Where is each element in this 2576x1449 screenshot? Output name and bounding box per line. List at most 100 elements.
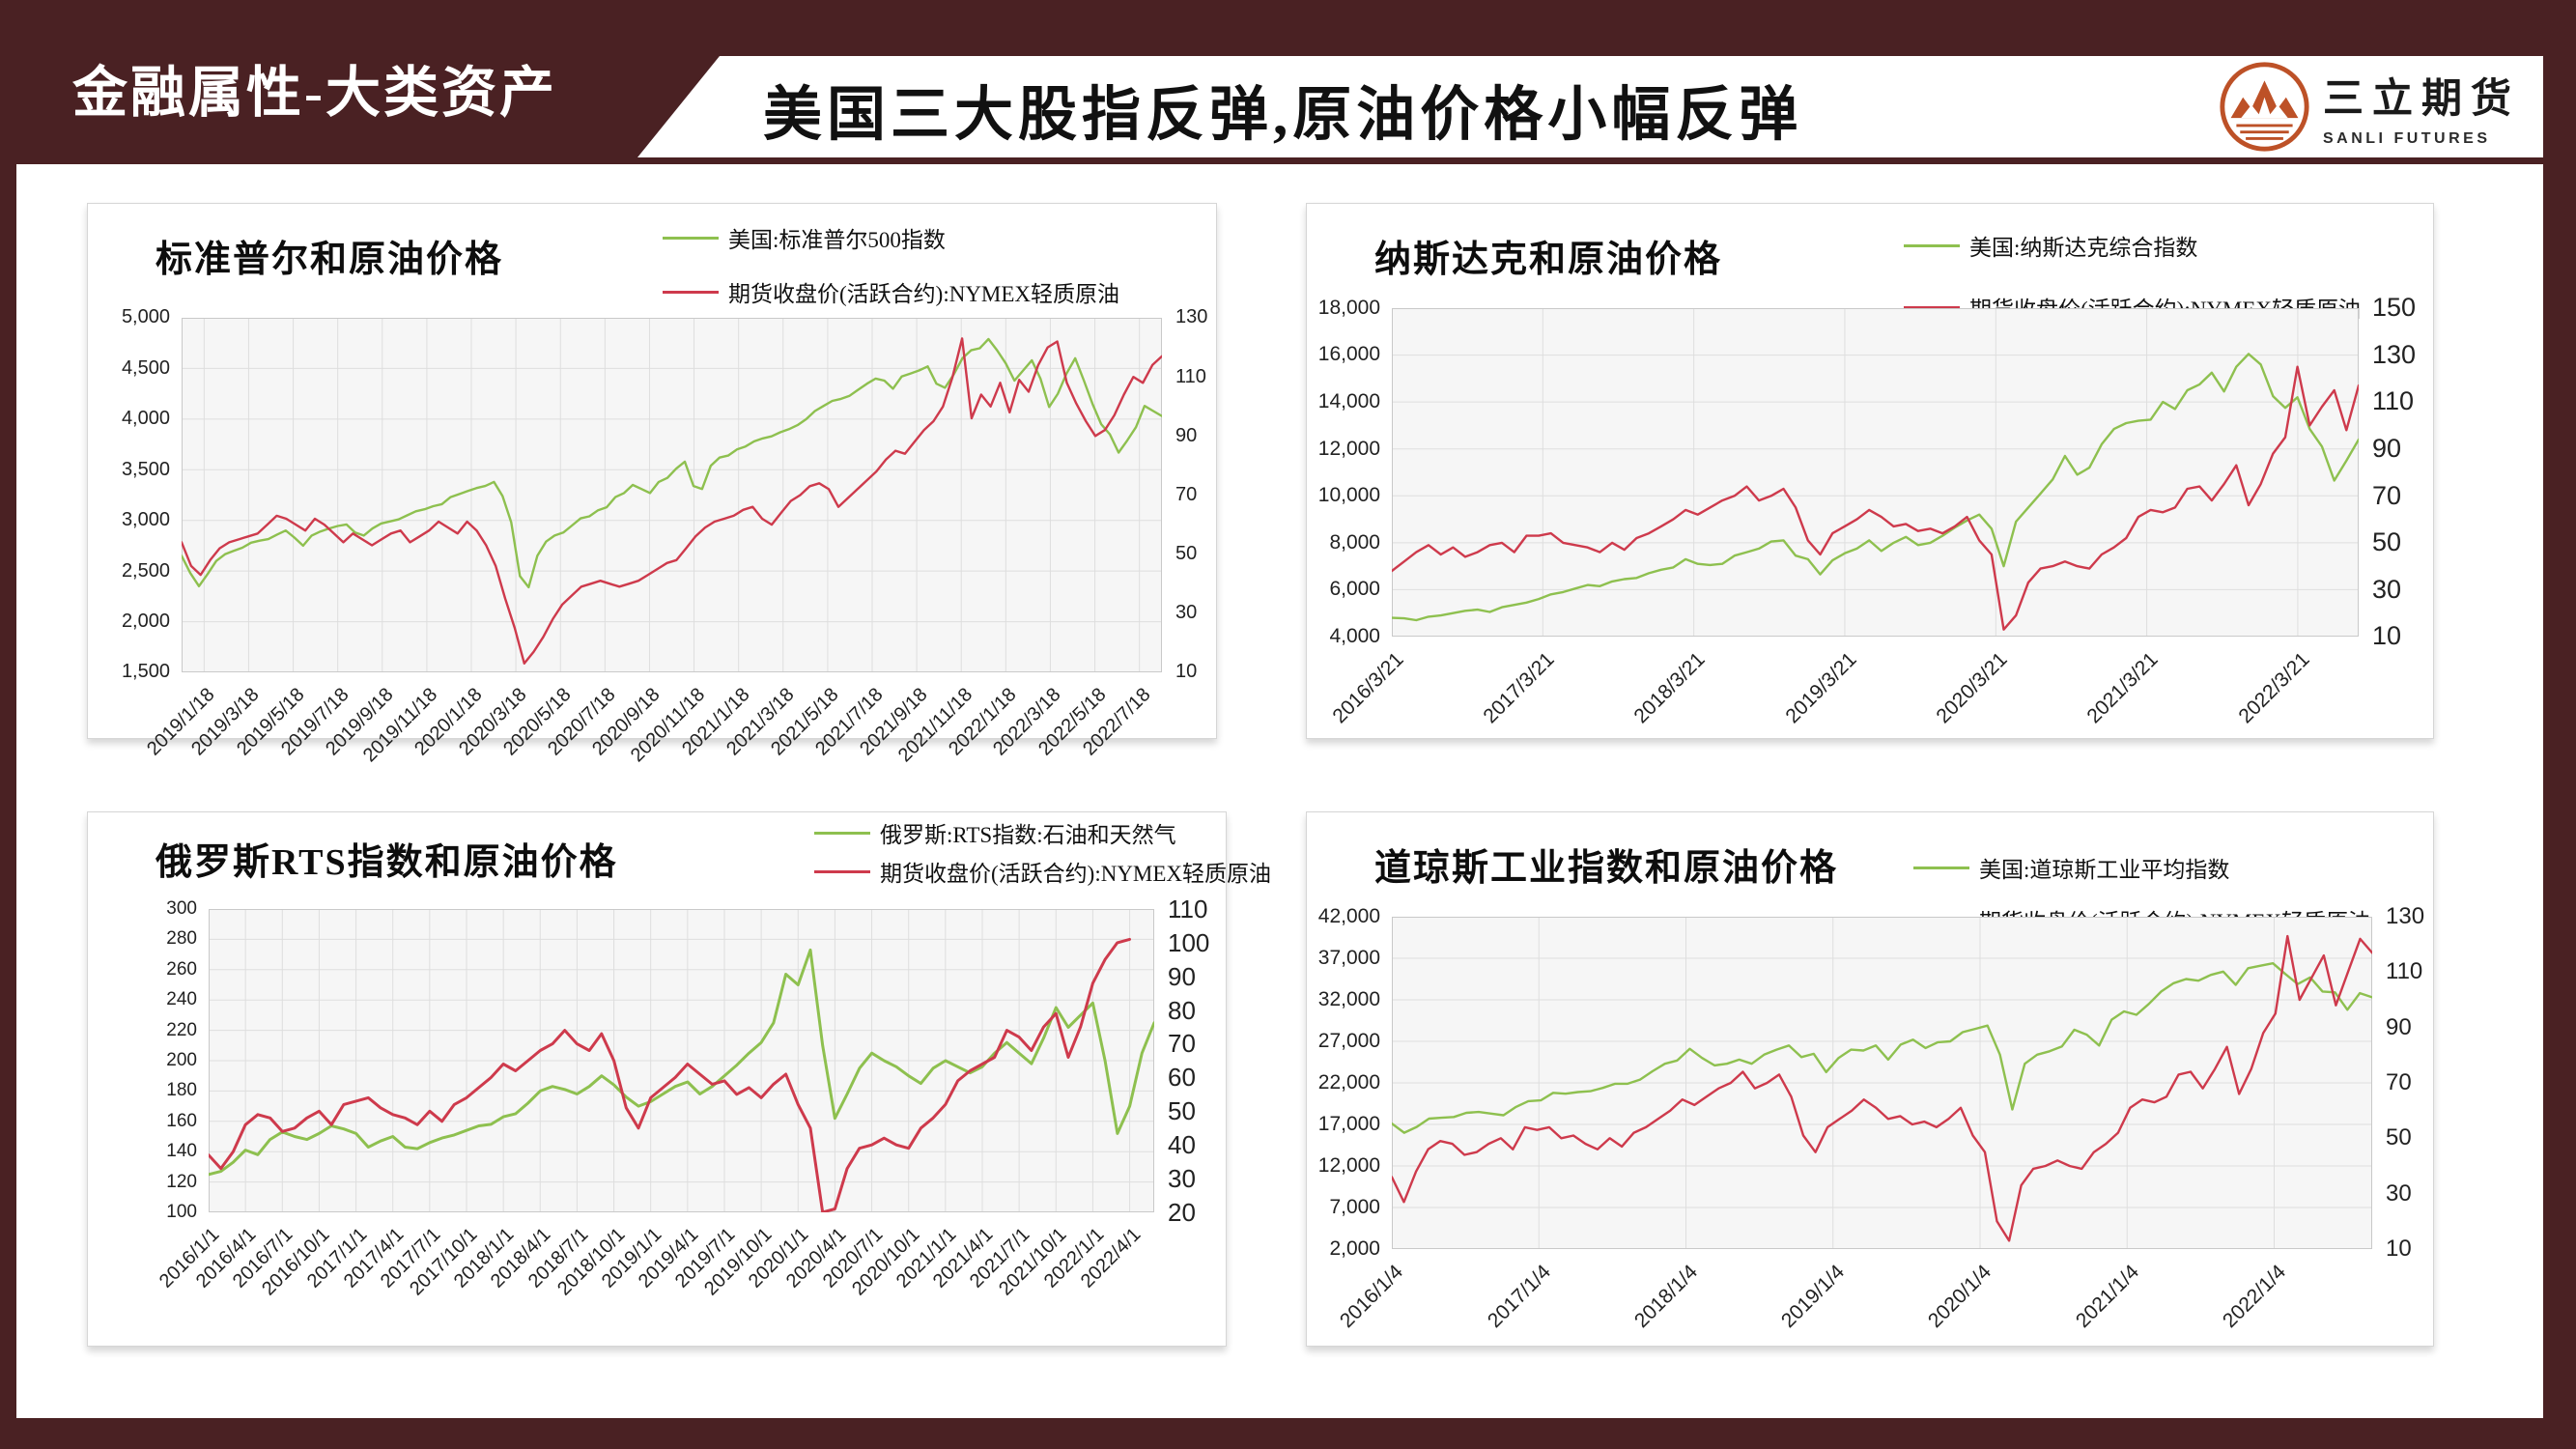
y-axis-tick-right: 90	[1175, 424, 1198, 446]
left-edge-strip	[0, 164, 16, 1449]
y-axis-tick-left: 18,000	[1317, 296, 1380, 319]
y-axis-tick-left: 8,000	[1329, 530, 1380, 554]
y-axis-tick-left: 4,000	[121, 408, 170, 430]
y-axis-tick-right: 110	[1175, 365, 1206, 387]
y-axis-tick-right: 50	[2386, 1124, 2412, 1151]
y-axis-tick-right: 100	[1168, 927, 1210, 957]
nymex-oil-line	[1392, 934, 2372, 1242]
plot-area	[182, 318, 1162, 672]
y-axis-tick-left: 260	[166, 958, 197, 980]
y-axis-tick-right: 90	[1168, 961, 1196, 991]
x-axis-tick: 2021/1/4	[2071, 1261, 2143, 1333]
legend-label: 期货收盘价(活跃合约):NYMEX轻质原油	[880, 862, 1272, 886]
y-axis-tick-left: 14,000	[1317, 389, 1380, 412]
y-axis-tick-right: 10	[2372, 621, 2402, 651]
y-axis-tick-right: 90	[2372, 434, 2402, 464]
y-axis-tick-left: 4,000	[1329, 624, 1380, 647]
x-axis-tick: 2018/3/21	[1629, 648, 1710, 728]
y-axis-tick-left: 300	[166, 897, 197, 919]
bottom-bar	[0, 1418, 2576, 1449]
x-axis-tick: 2021/3/21	[2082, 648, 2163, 728]
green-line-swatch	[814, 831, 870, 835]
chart-canvas	[182, 318, 1162, 672]
logo: 三立期货 SANLI FUTURES	[2218, 60, 2520, 154]
x-axis-tick: 2019/1/4	[1776, 1261, 1850, 1333]
mountain-sun-logo-icon	[2220, 62, 2309, 152]
y-axis-tick-left: 160	[166, 1110, 197, 1131]
y-axis-tick-left: 27,000	[1317, 1029, 1380, 1052]
y-axis-tick-left: 280	[166, 928, 197, 950]
legend-label: 期货收盘价(活跃合约):NYMEX轻质原油	[728, 282, 1120, 306]
y-axis-tick-left: 140	[166, 1141, 197, 1162]
legend: 俄罗斯:RTS指数:石油和天然气 期货收盘价(活跃合约):NYMEX轻质原油	[814, 820, 1271, 886]
y-axis-tick-right: 30	[2372, 574, 2402, 604]
y-axis-tick-right: 130	[1175, 306, 1208, 328]
logo-text: 三立期货 SANLI FUTURES	[2323, 66, 2520, 148]
y-axis-tick-left: 16,000	[1317, 343, 1380, 366]
y-axis-tick-left: 3,500	[121, 458, 170, 480]
x-axis-tick: 2020/1/4	[1924, 1261, 1996, 1333]
section-label: 金融属性-大类资产	[72, 63, 557, 124]
right-edge-strip	[2543, 56, 2576, 1449]
chart-panel-rts-oil: 俄罗斯RTS指数和原油价格 俄罗斯:RTS指数:石油和天然气 期货收盘价(活跃合…	[87, 811, 1271, 1347]
y-axis-tick-left: 3,000	[121, 509, 170, 531]
y-axis-tick-left: 37,000	[1317, 946, 1380, 969]
y-axis-tick-right: 30	[1168, 1164, 1196, 1194]
sp500-line	[182, 337, 1162, 589]
y-axis-tick-left: 220	[166, 1019, 197, 1040]
chart-panel-sp500-oil: 标准普尔和原油价格 美国:标准普尔500指数 期货收盘价(活跃合约):NYMEX…	[87, 203, 1217, 766]
green-line-swatch	[1913, 866, 1969, 869]
y-axis-tick-left: 5,000	[121, 306, 170, 328]
y-axis-tick-right: 40	[1168, 1130, 1196, 1160]
x-axis-tick: 2022/1/4	[2218, 1261, 2290, 1333]
y-axis-tick-left: 42,000	[1317, 904, 1380, 927]
legend-label: 美国:标准普尔500指数	[728, 228, 946, 252]
chart-canvas	[1392, 917, 2372, 1249]
y-axis-tick-right: 60	[1168, 1063, 1196, 1093]
x-axis-tick: 2020/3/21	[1932, 648, 2012, 728]
green-line-swatch	[1904, 243, 1960, 247]
y-axis-tick-right: 20	[1168, 1197, 1196, 1227]
x-axis-tick: 2016/1/4	[1336, 1261, 1408, 1333]
nasdaq-line	[1392, 353, 2359, 622]
red-line-swatch	[1904, 305, 1960, 309]
y-axis-tick-right: 110	[2386, 958, 2423, 985]
x-axis-tick: 2017/1/4	[1483, 1261, 1555, 1333]
y-axis-tick-left: 2,000	[121, 610, 170, 632]
chart-title: 纳斯达克和原油价格	[1374, 240, 1723, 280]
y-axis-tick-left: 120	[166, 1171, 197, 1192]
y-axis-tick-right: 130	[2372, 339, 2417, 369]
y-axis-tick-right: 50	[1168, 1096, 1196, 1126]
y-axis-tick-right: 70	[1168, 1029, 1196, 1059]
y-axis-tick-left: 100	[166, 1201, 197, 1222]
y-axis-tick-right: 50	[2372, 527, 2402, 557]
logo-name-cn: 三立期货	[2323, 75, 2521, 121]
y-axis-tick-left: 240	[166, 989, 197, 1010]
plot-area	[1392, 308, 2359, 637]
legend-item-index: 俄罗斯:RTS指数:石油和天然气	[814, 820, 1271, 847]
y-axis-tick-right: 70	[1175, 483, 1198, 505]
chart-panel-nasdaq-oil: 纳斯达克和原油价格 美国:纳斯达克综合指数 期货收盘价(活跃合约):NYMEX轻…	[1306, 203, 2434, 739]
y-axis-tick-right: 130	[2386, 903, 2425, 930]
y-axis-tick-right: 150	[2372, 293, 2417, 323]
y-axis-tick-left: 4,500	[121, 356, 170, 379]
legend-label: 美国:道琼斯工业平均指数	[1979, 858, 2230, 882]
chart-panel-dow-oil: 道琼斯工业指数和原油价格 美国:道琼斯工业平均指数 期货收盘价(活跃合约):NY…	[1306, 811, 2434, 1347]
x-axis-tick: 2019/3/21	[1780, 648, 1861, 728]
legend-item-oil: 期货收盘价(活跃合约):NYMEX轻质原油	[663, 279, 1119, 306]
logo-name-en: SANLI FUTURES	[2323, 130, 2491, 147]
x-axis-tick: 2017/3/21	[1479, 648, 1559, 728]
nymex-oil-line	[209, 937, 1131, 1212]
title-band	[637, 56, 2543, 157]
x-axis-tick: 2022/3/21	[2233, 648, 2314, 728]
y-axis-tick-right: 30	[1175, 602, 1198, 624]
y-axis-tick-left: 12,000	[1317, 1153, 1380, 1177]
chart-canvas	[1392, 308, 2359, 637]
y-axis-tick-left: 7,000	[1329, 1195, 1380, 1218]
x-axis-tick: 2016/3/21	[1327, 648, 1408, 728]
plot-area	[209, 909, 1154, 1212]
y-axis-tick-left: 6,000	[1329, 578, 1380, 601]
chart-title: 标准普尔和原油价格	[156, 240, 504, 280]
chart-title: 道琼斯工业指数和原油价格	[1374, 848, 1839, 889]
